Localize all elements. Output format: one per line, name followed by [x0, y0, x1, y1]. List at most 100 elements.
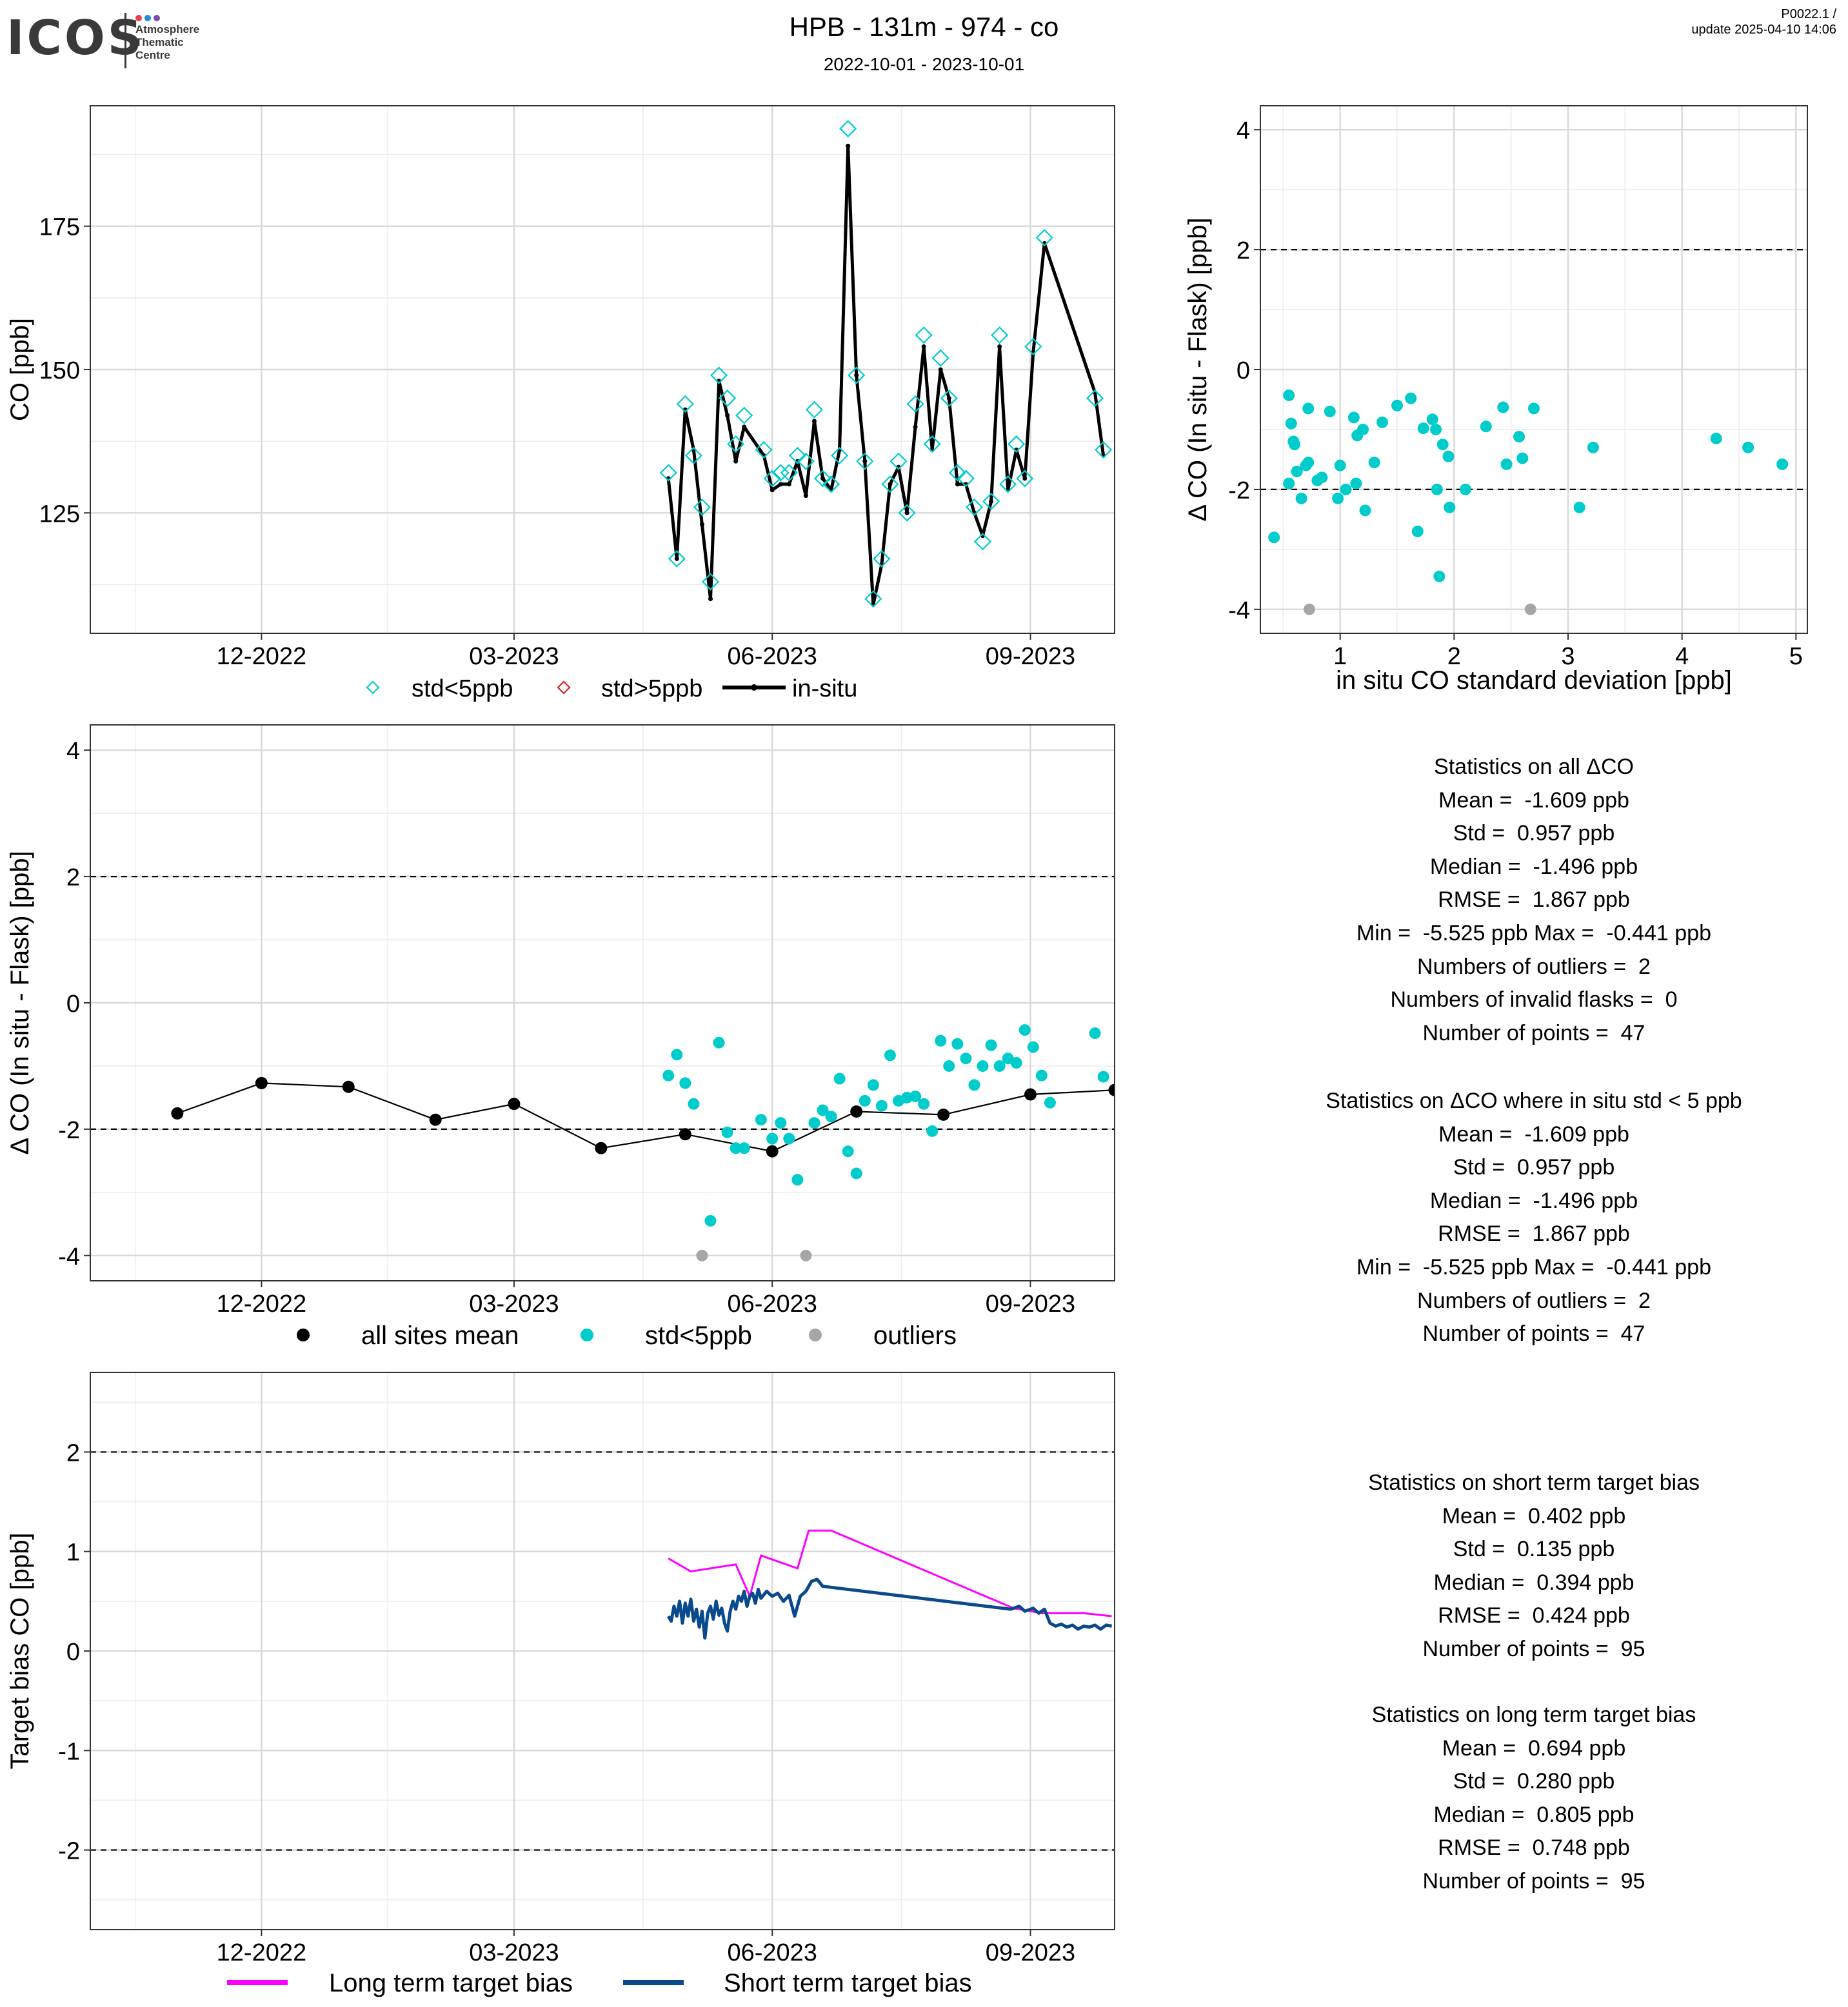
scatter-point — [1334, 459, 1346, 471]
date-range: 2022-10-01 - 2023-10-01 — [823, 54, 1025, 74]
insitu-point — [742, 424, 747, 430]
delta-point — [679, 1077, 691, 1089]
delta-point — [1097, 1071, 1109, 1083]
legend-label: std<5ppb — [412, 675, 513, 702]
flask-std-lt5-marker — [727, 435, 745, 453]
scatter-point — [1513, 431, 1525, 443]
stats-line: Median = -1.496 ppb — [1429, 854, 1638, 879]
delta-point — [850, 1167, 862, 1180]
legend-label: in-situ — [792, 675, 857, 702]
flask-std-lt5-marker — [898, 504, 916, 522]
mean-point — [766, 1145, 779, 1158]
insitu-point — [938, 367, 943, 372]
insitu-point — [904, 510, 909, 515]
logo-dots-icon — [135, 13, 174, 22]
flask-std-lt5-marker — [873, 549, 891, 568]
scatter-point — [1340, 483, 1352, 495]
flask-std-lt5-marker — [864, 590, 882, 608]
flask-std-lt5-marker — [940, 389, 958, 408]
long-term-bias-line — [668, 1529, 1112, 1617]
stats-line: Number of points = 95 — [1422, 1868, 1645, 1893]
delta-point — [884, 1049, 896, 1062]
legend-label: std>5ppb — [601, 675, 702, 702]
flask-std-lt5-marker — [822, 475, 840, 493]
y-axis-title: Δ CO (In situ - Flask) [ppb] — [6, 851, 34, 1154]
insitu-point — [888, 482, 893, 487]
y-tick-label: 2 — [66, 864, 80, 891]
flask-std-lt5-marker — [848, 366, 866, 384]
delta-point — [943, 1060, 955, 1072]
delta-point — [960, 1053, 972, 1065]
mean-point — [342, 1080, 355, 1093]
insitu-point — [699, 522, 704, 527]
flask-std-lt5-marker — [889, 452, 908, 470]
scatter-point — [1430, 423, 1442, 435]
delta-point — [1035, 1069, 1048, 1082]
insitu-point — [811, 419, 817, 424]
delta-point — [730, 1142, 742, 1154]
flask-std-lt5-marker — [856, 452, 874, 470]
flask-std-lt5-marker — [813, 470, 832, 488]
flask-std-lt5-marker — [684, 446, 702, 464]
logo-text: ICOS — [6, 10, 145, 66]
legend-co-timeseries: std<5ppb std>5ppb in-situ — [366, 675, 857, 702]
insitu-point — [946, 395, 951, 400]
scatter-point — [1480, 420, 1492, 433]
flask-std-lt5-marker — [1035, 228, 1053, 247]
version-label: P0022.1 / — [1781, 7, 1836, 21]
scatter-point — [1285, 417, 1297, 430]
scatter-point — [1417, 422, 1429, 435]
delta-point — [766, 1132, 779, 1145]
chart-co_timeseries: 125 150 175 12-2022 03-2023 06-2023 09-2023 CO … — [6, 105, 1115, 670]
delta-point — [875, 1100, 888, 1112]
flask-std-lt5-marker — [973, 533, 992, 551]
insitu-point — [921, 344, 926, 349]
flask-std-lt5-marker — [735, 406, 753, 424]
flask-std-lt5-marker — [710, 366, 728, 384]
scatter-point — [1324, 406, 1336, 418]
delta-point — [1027, 1041, 1039, 1053]
y-tick-label: 150 — [39, 357, 80, 384]
scatter-point — [1411, 525, 1424, 537]
delta-point — [951, 1038, 964, 1050]
insitu-point — [820, 476, 826, 481]
stats-line: RMSE = 1.867 ppb — [1438, 1221, 1630, 1247]
scatter-point — [1283, 477, 1295, 489]
delta-point — [791, 1174, 804, 1186]
stats-line: Median = -1.496 ppb — [1429, 1188, 1638, 1213]
legend-delta-timeseries: all sites mean std<5ppb outliers — [297, 1321, 957, 1350]
x-tick-label: 3 — [1561, 643, 1575, 670]
stats-line: Min = -5.525 ppb Max = -0.441 ppb — [1356, 920, 1711, 945]
delta-point — [775, 1117, 787, 1129]
short-term-bias-line — [667, 1577, 1113, 1640]
legend-label: std<5ppb — [645, 1321, 752, 1350]
x-tick-label: 09-2023 — [986, 1290, 1075, 1318]
scatter-point — [1776, 458, 1789, 470]
insitu-point — [778, 482, 783, 487]
mean-point — [171, 1107, 184, 1120]
stats-heading: Statistics on ΔCO where in situ std < 5 … — [1326, 1089, 1742, 1113]
stats-line: Number of points = 95 — [1422, 1636, 1645, 1661]
mean-point — [255, 1076, 268, 1089]
scatter-point — [1426, 413, 1438, 426]
y-tick-label: 4 — [1237, 117, 1250, 144]
mean-point — [429, 1113, 442, 1126]
scatter-point — [1587, 441, 1599, 453]
stats-std-lt5: Statistics on ΔCO where in situ std < 5 … — [1211, 1085, 1848, 1351]
delta-point — [859, 1094, 871, 1107]
delta-point — [755, 1114, 767, 1126]
insitu-point — [862, 459, 868, 464]
scatter-point — [1316, 471, 1328, 484]
stats-line: Std = 0.135 ppb — [1453, 1537, 1615, 1562]
y-tick-label: 0 — [1237, 357, 1250, 384]
delta-point — [671, 1049, 683, 1061]
y-tick-label: 175 — [39, 214, 80, 241]
scatter-point — [1444, 501, 1456, 513]
stats-heading: Statistics on long term target bias — [1371, 1703, 1696, 1727]
y-tick-label: 4 — [66, 738, 80, 765]
delta-point — [662, 1069, 675, 1082]
logo-divider — [124, 13, 126, 68]
delta-point — [1010, 1057, 1022, 1069]
flask-std-lt5-marker — [693, 498, 711, 516]
mean-point — [1108, 1083, 1115, 1096]
